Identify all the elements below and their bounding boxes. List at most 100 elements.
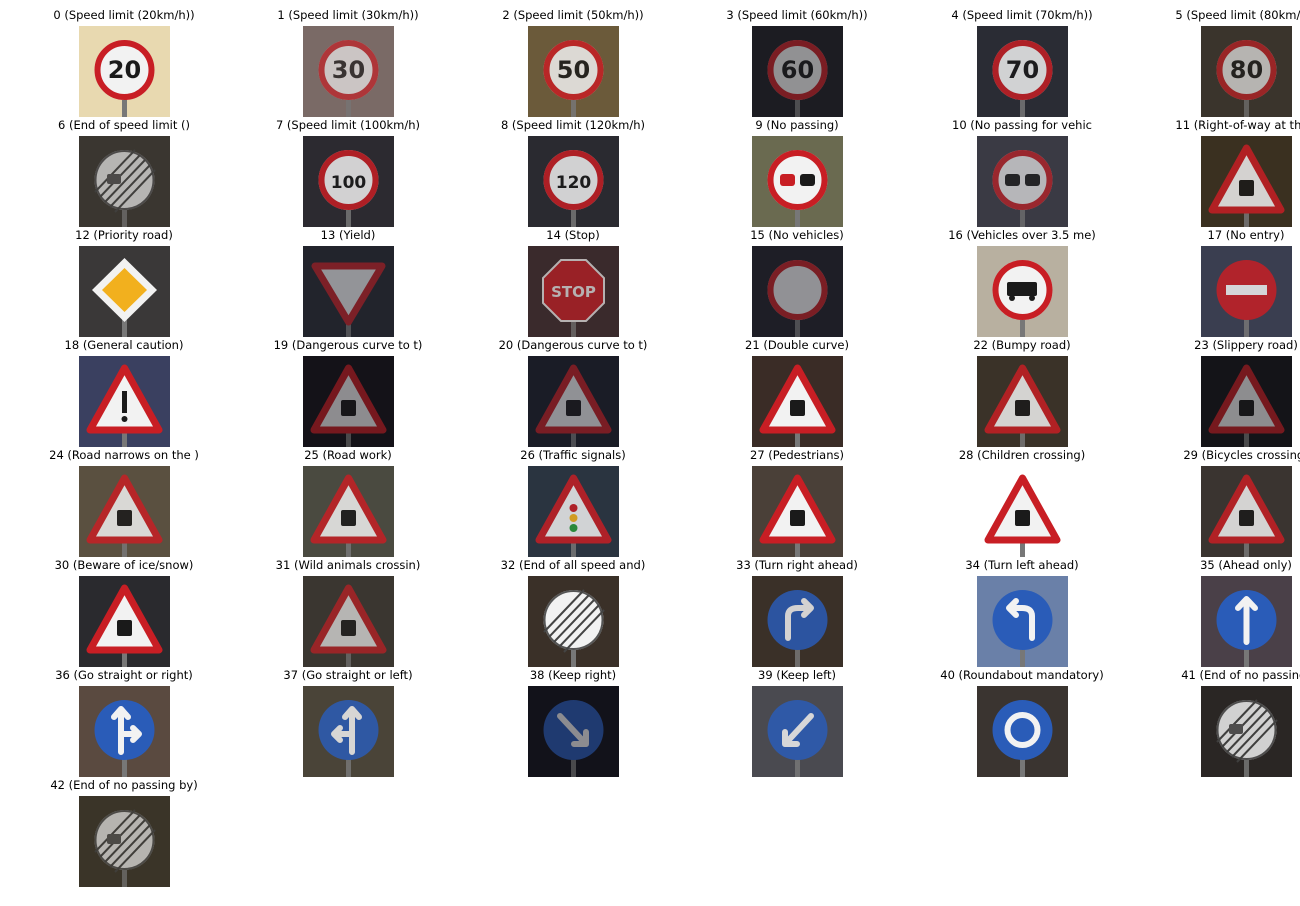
- sign-label: 41 (End of no passing): [1181, 668, 1300, 682]
- sign-thumbnail: [1216, 260, 1277, 337]
- sign-cell: 17 (No entry): [1134, 220, 1300, 337]
- sign-thumbnail: STOP: [542, 259, 605, 337]
- sign-label: 1 (Speed limit (30km/h)): [277, 8, 419, 22]
- road-work-sign-icon: [303, 466, 394, 557]
- sign-cell: 19 (Dangerous curve to t): [236, 330, 460, 447]
- sign-label: 26 (Traffic signals): [520, 448, 626, 462]
- turn-right-sign-icon: [752, 576, 843, 667]
- sign-thumbnail: [94, 809, 156, 887]
- sign-thumbnail: [1208, 474, 1285, 557]
- sign-label: 15 (No vehicles): [750, 228, 844, 242]
- sign-thumbnail: [984, 364, 1061, 447]
- sign-cell: 24 (Road narrows on the ): [12, 440, 236, 557]
- no-passing-sign-icon: [752, 136, 843, 227]
- sign-cell: 39 (Keep left): [685, 660, 909, 777]
- svg-text:70: 70: [1006, 56, 1039, 84]
- sign-thumbnail: [310, 584, 387, 667]
- sign-thumbnail: 30: [318, 40, 379, 117]
- sign-label: 37 (Go straight or left): [283, 668, 413, 682]
- end-no-passing-trucks-sign-icon: [79, 796, 170, 887]
- speed-limit-sign-icon: 30: [303, 26, 394, 117]
- sign-cell: 1 (Speed limit (30km/h)) 30: [236, 0, 460, 117]
- end-all-limits-sign-icon: [528, 576, 619, 667]
- svg-text:80: 80: [1230, 56, 1263, 84]
- sign-cell: 21 (Double curve): [685, 330, 909, 447]
- sign-cell: 29 (Bicycles crossing): [1134, 440, 1300, 557]
- sign-label: 6 (End of speed limit (): [57, 118, 191, 132]
- sign-label: 4 (Speed limit (70km/h)): [951, 8, 1093, 22]
- no-passing-trucks-sign-icon: [977, 136, 1068, 227]
- sign-label: 14 (Stop): [546, 228, 600, 242]
- speed-limit-sign-icon: 60: [752, 26, 843, 117]
- sign-label: 10 (No passing for vehic: [952, 118, 1092, 132]
- sign-thumbnail: [94, 700, 155, 777]
- sign-label: 2 (Speed limit (50km/h)): [502, 8, 644, 22]
- warning-triangle-sign-icon: [1201, 136, 1292, 227]
- traffic-signals-sign-icon: [528, 466, 619, 557]
- warning-triangle-sign-icon: [977, 356, 1068, 447]
- sign-label: 16 (Vehicles over 3.5 me): [948, 228, 1096, 242]
- sign-cell: 13 (Yield): [236, 220, 460, 337]
- svg-text:60: 60: [781, 56, 814, 84]
- sign-thumbnail: [86, 584, 163, 667]
- sign-label: 8 (Speed limit (120km/h): [500, 118, 646, 132]
- sign-thumbnail: [992, 260, 1053, 337]
- sign-cell: 20 (Dangerous curve to t): [461, 330, 685, 447]
- sign-cell: 33 (Turn right ahead): [685, 550, 909, 667]
- sign-label: 28 (Children crossing): [958, 448, 1086, 462]
- speed-limit-sign-icon: 50: [528, 26, 619, 117]
- end-no-passing-sign-icon: [1201, 686, 1292, 777]
- sign-cell: 30 (Beware of ice/snow): [12, 550, 236, 667]
- sign-cell: 34 (Turn left ahead): [910, 550, 1134, 667]
- sign-label: 20 (Dangerous curve to t): [498, 338, 648, 352]
- sign-thumbnail: [86, 474, 163, 557]
- sign-thumbnail: 50: [543, 40, 604, 117]
- sign-thumbnail: [86, 364, 163, 447]
- sign-thumbnail: [1216, 699, 1278, 777]
- sign-thumbnail: [92, 258, 157, 337]
- sign-label: 38 (Keep right): [529, 668, 617, 682]
- svg-text:30: 30: [332, 56, 365, 84]
- sign-cell: 14 (Stop) STOP: [461, 220, 685, 337]
- sign-label: 19 (Dangerous curve to t): [273, 338, 423, 352]
- warning-triangle-sign-icon: [1201, 356, 1292, 447]
- sign-cell: 10 (No passing for vehic: [910, 110, 1134, 227]
- sign-thumbnail: [543, 589, 605, 667]
- keep-left-sign-icon: [752, 686, 843, 777]
- no-trucks-sign-icon: [977, 246, 1068, 337]
- warning-triangle-sign-icon: [79, 466, 170, 557]
- pedestrians-sign-icon: [752, 466, 843, 557]
- sign-label: 21 (Double curve): [745, 338, 849, 352]
- sign-cell: 42 (End of no passing by): [12, 770, 236, 887]
- sign-thumbnail: [984, 474, 1061, 557]
- sign-cell: 35 (Ahead only): [1134, 550, 1300, 667]
- sign-thumbnail: 120: [543, 150, 604, 227]
- sign-label: 23 (Slippery road): [1194, 338, 1298, 352]
- sign-label: 40 (Roundabout mandatory): [940, 668, 1104, 682]
- sign-cell: 5 (Speed limit (80km/h)) 80: [1134, 0, 1300, 117]
- sign-label: 22 (Bumpy road): [973, 338, 1071, 352]
- sign-thumbnail: [543, 700, 604, 777]
- straight-or-right-sign-icon: [79, 686, 170, 777]
- sign-cell: 32 (End of all speed and): [461, 550, 685, 667]
- roundabout-sign-icon: [977, 686, 1068, 777]
- sign-cell: 36 (Go straight or right): [12, 660, 236, 777]
- sign-thumbnail: [767, 700, 828, 777]
- sign-cell: 22 (Bumpy road): [910, 330, 1134, 447]
- children-crossing-sign-icon: [977, 466, 1068, 557]
- sign-label: 25 (Road work): [304, 448, 392, 462]
- sign-thumbnail: [767, 260, 828, 337]
- speed-limit-sign-icon: 20: [79, 26, 170, 117]
- sign-label: 18 (General caution): [64, 338, 184, 352]
- sign-cell: 27 (Pedestrians): [685, 440, 909, 557]
- sign-cell: 3 (Speed limit (60km/h)) 60: [685, 0, 909, 117]
- warning-triangle-sign-icon: [303, 576, 394, 667]
- sign-thumbnail: [767, 590, 828, 667]
- sign-cell: 6 (End of speed limit (): [12, 110, 236, 227]
- speed-limit-sign-icon: 70: [977, 26, 1068, 117]
- sign-thumbnail: [992, 590, 1053, 667]
- sign-label: 33 (Turn right ahead): [736, 558, 858, 572]
- sign-label: 11 (Right-of-way at the ): [1175, 118, 1300, 132]
- sign-thumbnail: [535, 474, 612, 557]
- sign-cell: 38 (Keep right): [461, 660, 685, 777]
